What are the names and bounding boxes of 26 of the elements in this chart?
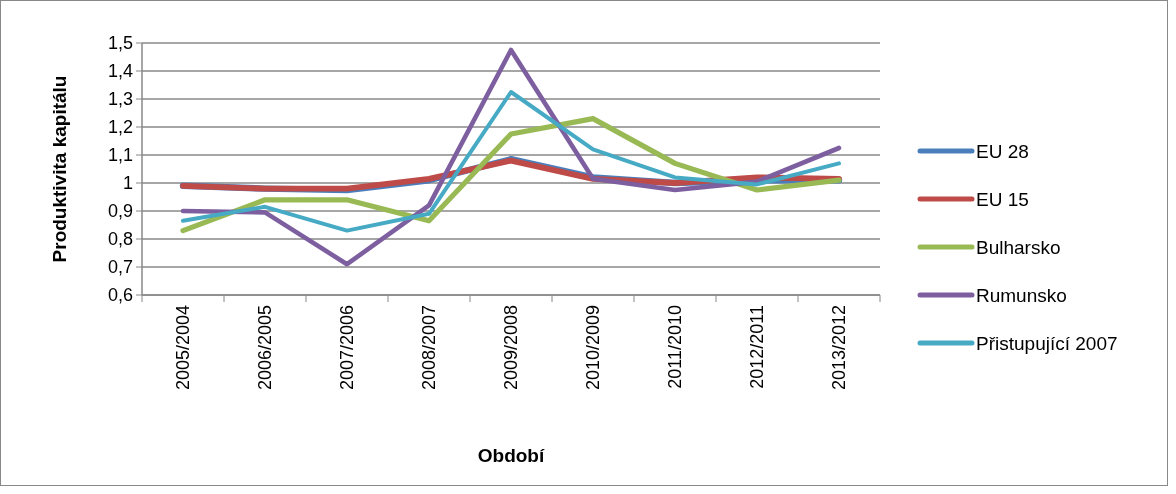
legend-label: EU 28 [976,140,1029,162]
legend-label: EU 15 [976,188,1029,210]
x-tick-label: 2012/2011 [747,305,768,389]
x-tick-label: 2008/2007 [419,305,440,391]
y-tick-label: 0,9 [107,201,133,222]
legend-label: Přistupující 2007 [976,332,1118,354]
y-tick-label: 1,5 [107,33,133,54]
x-tick-label: 2005/2004 [173,305,194,391]
x-tick-label: 2011/2010 [665,305,686,389]
x-tick-label: 2006/2005 [255,305,276,391]
y-axis-title: Produktivita kapitálu [49,75,70,263]
y-tick-label: 0,6 [107,285,133,306]
y-tick-label: 1,2 [107,117,133,138]
y-tick-label: 1,4 [107,61,133,82]
x-axis-title: Období [477,445,545,466]
y-tick-label: 1,1 [107,145,133,166]
y-tick-label: 0,8 [107,229,133,250]
x-tick-label: 2013/2012 [829,305,850,391]
y-tick-label: 0,7 [107,257,133,278]
y-tick-label: 1,3 [107,89,133,110]
legend-label: Rumunsko [976,284,1067,306]
x-tick-label: 2007/2006 [337,305,358,391]
x-tick-label: 2010/2009 [583,305,604,391]
x-tick-label: 2009/2008 [501,305,522,391]
legend-label: Bulharsko [976,236,1061,258]
y-tick-label: 1 [122,173,133,194]
